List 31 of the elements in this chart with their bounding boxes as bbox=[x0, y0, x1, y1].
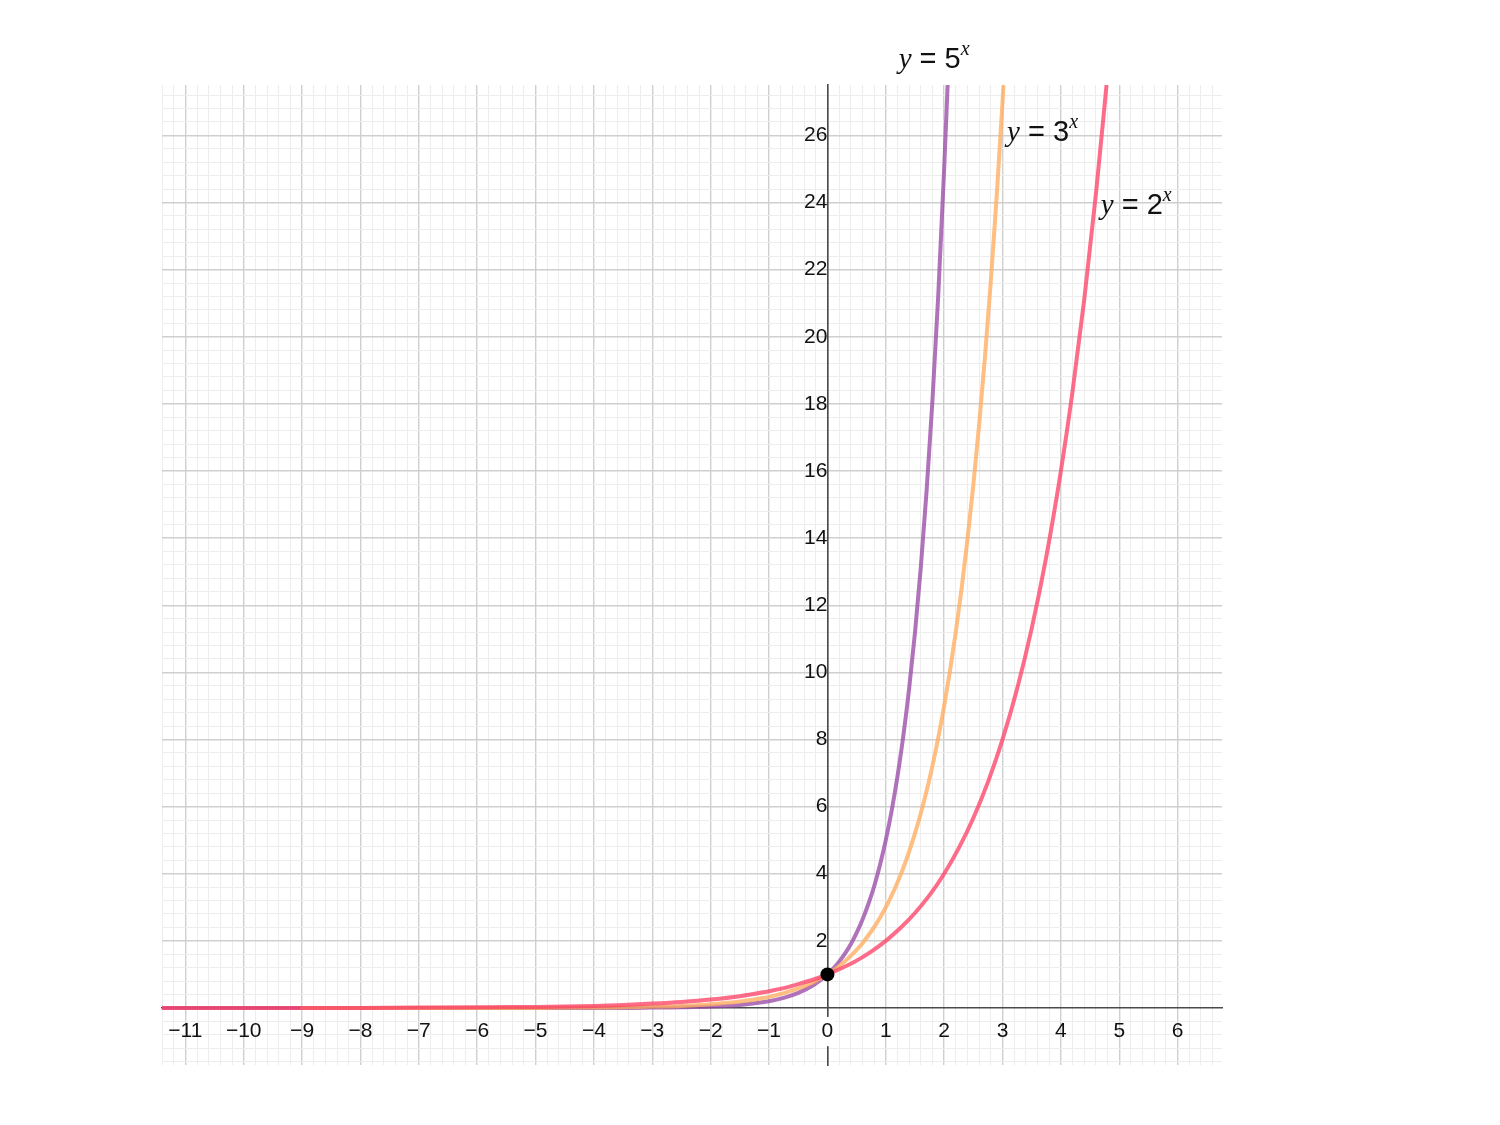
x-tick-label: −5 bbox=[523, 1018, 548, 1042]
x-tick-label: −1 bbox=[757, 1018, 782, 1042]
y-tick-label: 4 bbox=[815, 860, 828, 884]
y-tick-label: 10 bbox=[804, 659, 828, 683]
y-tick-label: 12 bbox=[804, 592, 828, 615]
x-tick-label: 3 bbox=[996, 1018, 1009, 1042]
y-tick-label: 18 bbox=[804, 390, 828, 414]
x-tick-label: 2 bbox=[938, 1018, 950, 1042]
x-tick-label: −7 bbox=[406, 1018, 431, 1042]
x-tick-label: −11 bbox=[168, 1018, 203, 1042]
y-tick-label: 24 bbox=[804, 189, 828, 213]
y-tick-label: 26 bbox=[804, 122, 828, 146]
y-tick-label: 8 bbox=[815, 726, 828, 750]
x-tick-label: −8 bbox=[348, 1018, 373, 1042]
y-tick-label: 20 bbox=[804, 323, 828, 347]
y-tick-label: 6 bbox=[815, 793, 828, 817]
x-tick-label: 6 bbox=[1171, 1018, 1184, 1042]
y-tick-label: 2 bbox=[815, 927, 828, 951]
y-tick-label: 22 bbox=[804, 256, 828, 280]
y-tick-label: 14 bbox=[804, 524, 828, 548]
x-tick-label: −2 bbox=[698, 1018, 723, 1042]
x-tick-label: −10 bbox=[225, 1018, 262, 1042]
x-tick-label: 4 bbox=[1055, 1018, 1068, 1042]
x-tick-label: −3 bbox=[640, 1018, 665, 1042]
x-tick-label: 0 bbox=[821, 1018, 834, 1042]
x-tick-label: −6 bbox=[465, 1018, 490, 1042]
y-tick-label: 16 bbox=[804, 457, 828, 481]
x-tick-label: −4 bbox=[581, 1018, 607, 1042]
x-tick-label: −9 bbox=[290, 1018, 315, 1042]
x-tick-label: 5 bbox=[1113, 1018, 1126, 1042]
x-tick-label: 1 bbox=[879, 1018, 892, 1042]
